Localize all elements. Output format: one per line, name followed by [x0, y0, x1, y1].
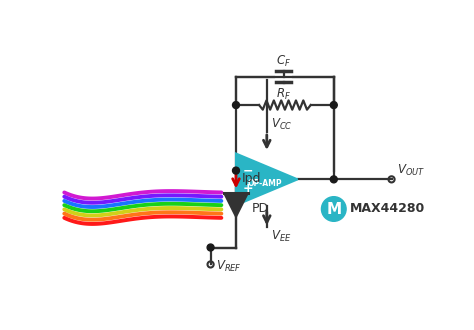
Text: $V_{EE}$: $V_{EE}$: [271, 228, 291, 244]
Text: −: −: [242, 164, 253, 177]
Circle shape: [233, 102, 239, 109]
Text: OP-AMP: OP-AMP: [248, 179, 283, 188]
Text: $C_F$: $C_F$: [276, 53, 291, 69]
Text: PD: PD: [252, 203, 269, 215]
Circle shape: [330, 102, 337, 109]
Text: $V_{CC}$: $V_{CC}$: [271, 117, 292, 132]
Circle shape: [321, 197, 346, 221]
Text: $V_{OUT}$: $V_{OUT}$: [397, 163, 425, 178]
Polygon shape: [224, 193, 248, 217]
Circle shape: [330, 176, 337, 183]
Circle shape: [207, 244, 214, 251]
Text: +: +: [242, 182, 253, 195]
Text: MAX44280: MAX44280: [350, 203, 425, 215]
Circle shape: [233, 167, 239, 174]
Text: Ipd: Ipd: [242, 173, 262, 185]
Text: M: M: [326, 202, 341, 216]
Polygon shape: [236, 153, 298, 205]
Text: $R_F$: $R_F$: [276, 87, 291, 102]
Text: $V_{REF}$: $V_{REF}$: [216, 258, 242, 274]
